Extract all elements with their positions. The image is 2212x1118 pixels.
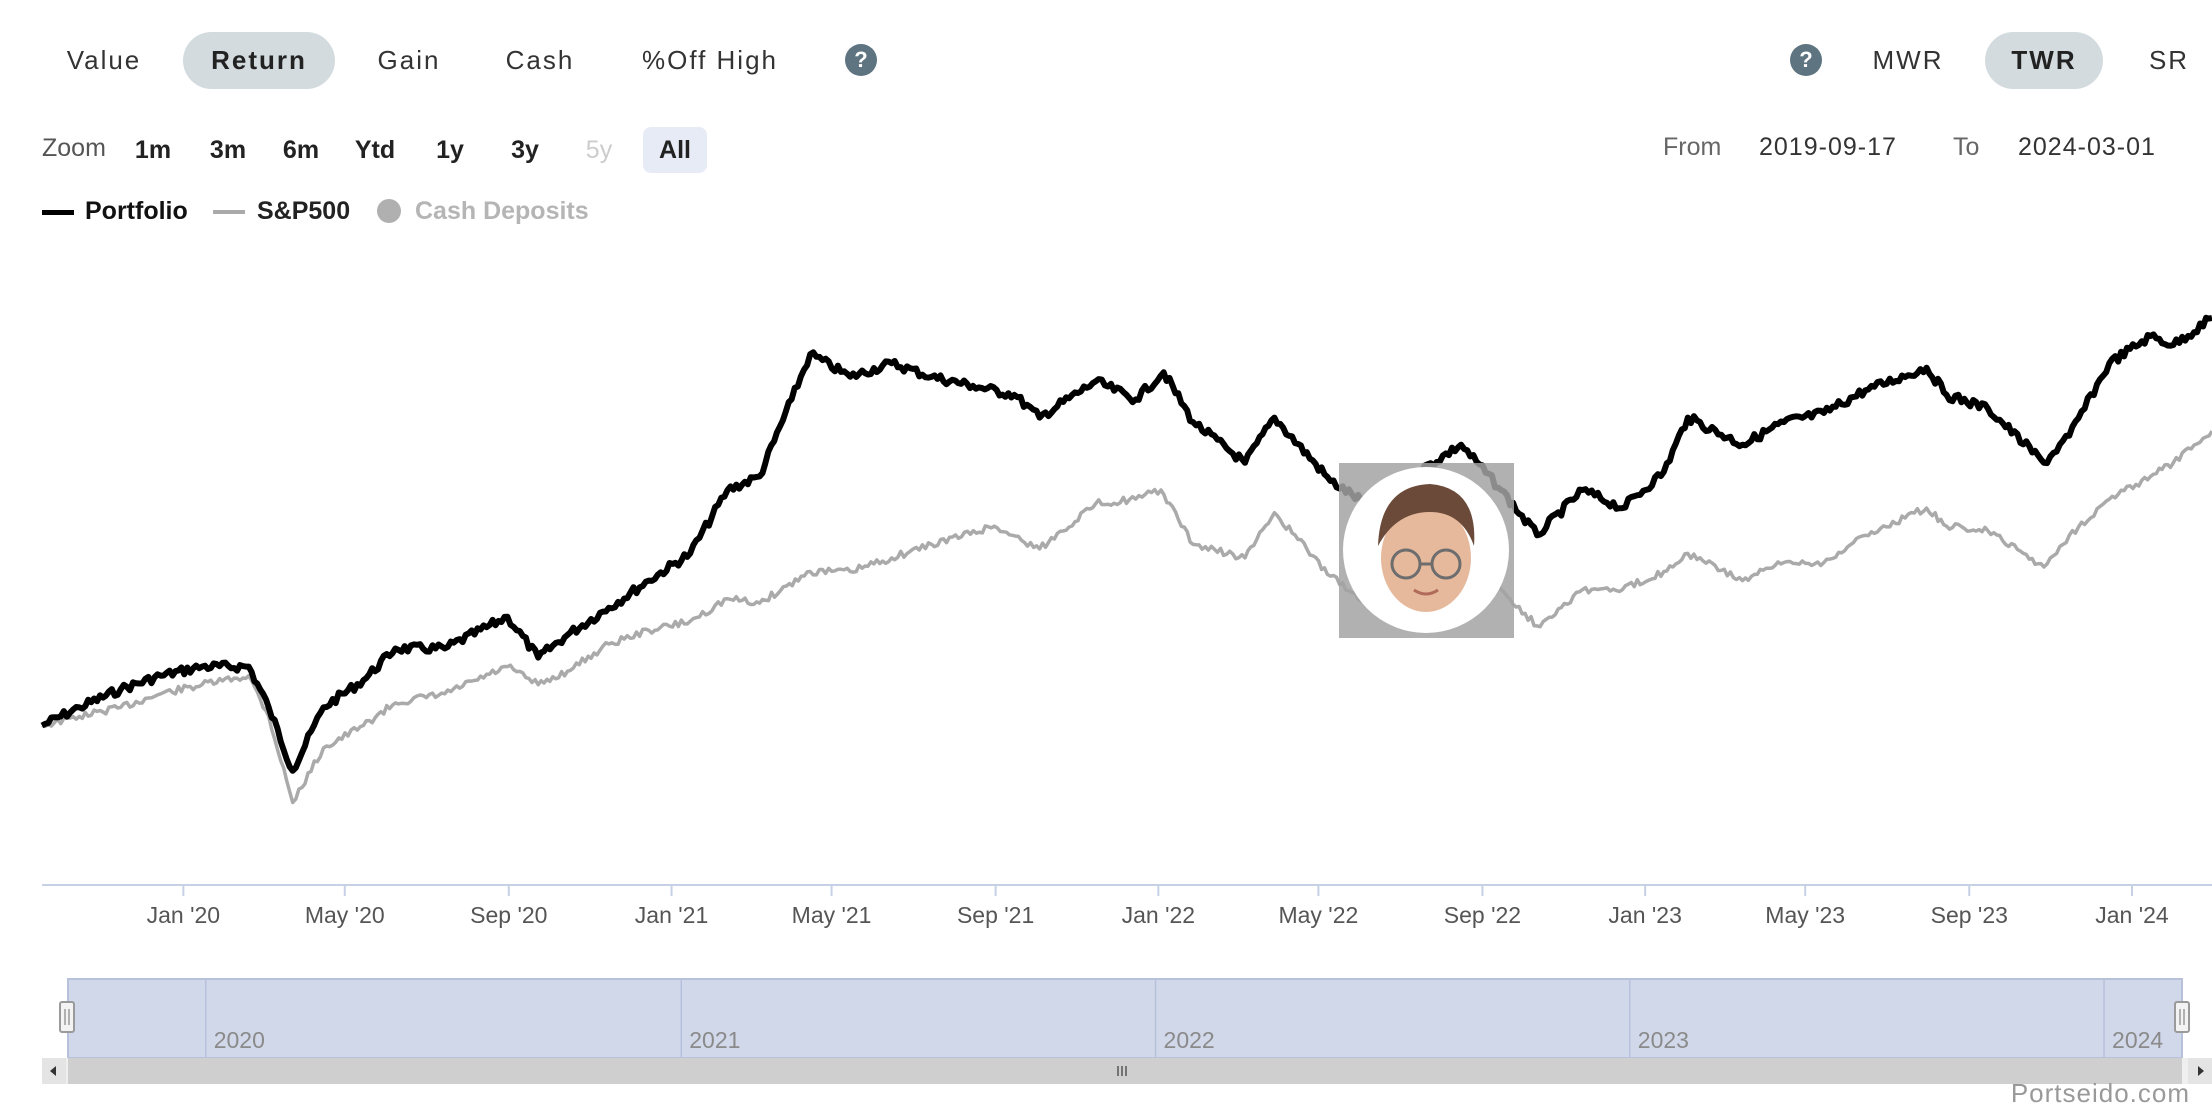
zoom-3m[interactable]: 3m — [209, 136, 247, 164]
navigator-year-label: 2024 — [2112, 1027, 2163, 1053]
series-layer — [40, 314, 2212, 805]
legend-portfolio[interactable]: Portfolio — [42, 196, 202, 226]
scrollbar-thumb[interactable] — [68, 1058, 2182, 1084]
scrollbar-left-arrow-icon — [50, 1066, 56, 1076]
legend-cash-deposits-swatch — [377, 199, 401, 223]
help-icon[interactable]: ? — [845, 44, 877, 76]
tab-mwr[interactable]: MWR — [1872, 45, 1944, 75]
navigator[interactable]: 2020 2021 2022 2023 2024 — [42, 978, 2212, 1088]
zoom-label: Zoom — [42, 134, 106, 162]
navigator-selection[interactable] — [67, 978, 2183, 1059]
x-tick-label: Sep '22 — [1444, 902, 1521, 928]
avatar-face — [1381, 504, 1471, 612]
legend-cash-deposits-label: Cash Deposits — [415, 197, 589, 225]
tab-cash[interactable]: Cash — [505, 45, 575, 75]
navigator-year-label: 2022 — [1164, 1027, 1215, 1053]
legend-cash-deposits[interactable]: Cash Deposits — [377, 196, 607, 226]
zoom-3y[interactable]: 3y — [511, 136, 539, 164]
navigator-year-ticks: 2020 2021 2022 2023 2024 — [204, 980, 2163, 1058]
from-label: From — [1663, 133, 1722, 161]
x-tick-label: Jan '22 — [1122, 902, 1195, 928]
legend-portfolio-label: Portfolio — [85, 197, 188, 225]
series-sp500-line — [41, 430, 2212, 805]
navigator-year-label: 2020 — [214, 1027, 265, 1053]
series-portfolio-line — [40, 314, 2212, 774]
zoom-5y: 5y — [585, 136, 613, 164]
x-axis-ticks: Jan '20 May '20 Sep '20 Jan '21 May '21 Sep '… — [147, 885, 2169, 928]
legend-sp500[interactable]: S&P500 — [213, 196, 363, 226]
tab-return[interactable]: Return — [183, 32, 335, 89]
legend-sp500-label: S&P500 — [257, 197, 351, 225]
x-tick-label: Sep '20 — [470, 902, 547, 928]
return-chart[interactable]: Jan '20 May '20 Sep '20 Jan '21 May '21 Sep '… — [0, 250, 2212, 960]
x-tick-label: Jan '20 — [147, 902, 220, 928]
scrollbar-right-arrow-icon — [2198, 1066, 2204, 1076]
zoom-1y[interactable]: 1y — [436, 136, 464, 164]
x-tick-label: Sep '21 — [957, 902, 1034, 928]
navigator-handle-right[interactable] — [2174, 1001, 2190, 1033]
to-date-input[interactable]: 2024-03-01 — [2018, 133, 2156, 161]
navigator-year-label: 2021 — [689, 1027, 740, 1053]
tab-value[interactable]: Value — [66, 45, 142, 75]
avatar-hair — [1378, 484, 1475, 546]
zoom-1m[interactable]: 1m — [134, 136, 172, 164]
tab-gain[interactable]: Gain — [377, 45, 441, 75]
x-tick-label: Sep '23 — [1931, 902, 2008, 928]
navigator-handle-left[interactable] — [59, 1001, 75, 1033]
zoom-6m[interactable]: 6m — [282, 136, 320, 164]
x-tick-label: May '21 — [792, 902, 872, 928]
x-tick-label: Jan '24 — [2095, 902, 2169, 928]
tab-twr[interactable]: TWR — [1985, 32, 2103, 89]
x-tick-label: Jan '23 — [1608, 902, 1681, 928]
avatar — [1339, 463, 1514, 638]
zoom-ytd[interactable]: Ytd — [354, 136, 396, 164]
credit-watermark: Portseido.com — [2010, 1078, 2190, 1108]
x-tick-label: Jan '21 — [635, 902, 708, 928]
zoom-all[interactable]: All — [643, 127, 707, 173]
to-label: To — [1953, 133, 1980, 161]
x-tick-label: May '22 — [1278, 902, 1358, 928]
x-tick-label: May '23 — [1765, 902, 1845, 928]
navigator-year-label: 2023 — [1638, 1027, 1689, 1053]
help-icon-right[interactable]: ? — [1790, 44, 1822, 76]
legend-portfolio-swatch — [42, 210, 74, 215]
from-date-input[interactable]: 2019-09-17 — [1759, 133, 1897, 161]
navigator-svg[interactable]: 2020 2021 2022 2023 2024 — [42, 978, 2212, 1088]
tab-sr[interactable]: SR — [2148, 45, 2190, 75]
toolbar: Value Return Gain Cash %Off High ? ? MWR… — [0, 0, 2212, 120]
legend-sp500-swatch — [213, 210, 245, 214]
x-tick-label: May '20 — [305, 902, 385, 928]
tab-off-high[interactable]: %Off High — [641, 45, 778, 75]
avatar-mouth — [1413, 588, 1439, 596]
